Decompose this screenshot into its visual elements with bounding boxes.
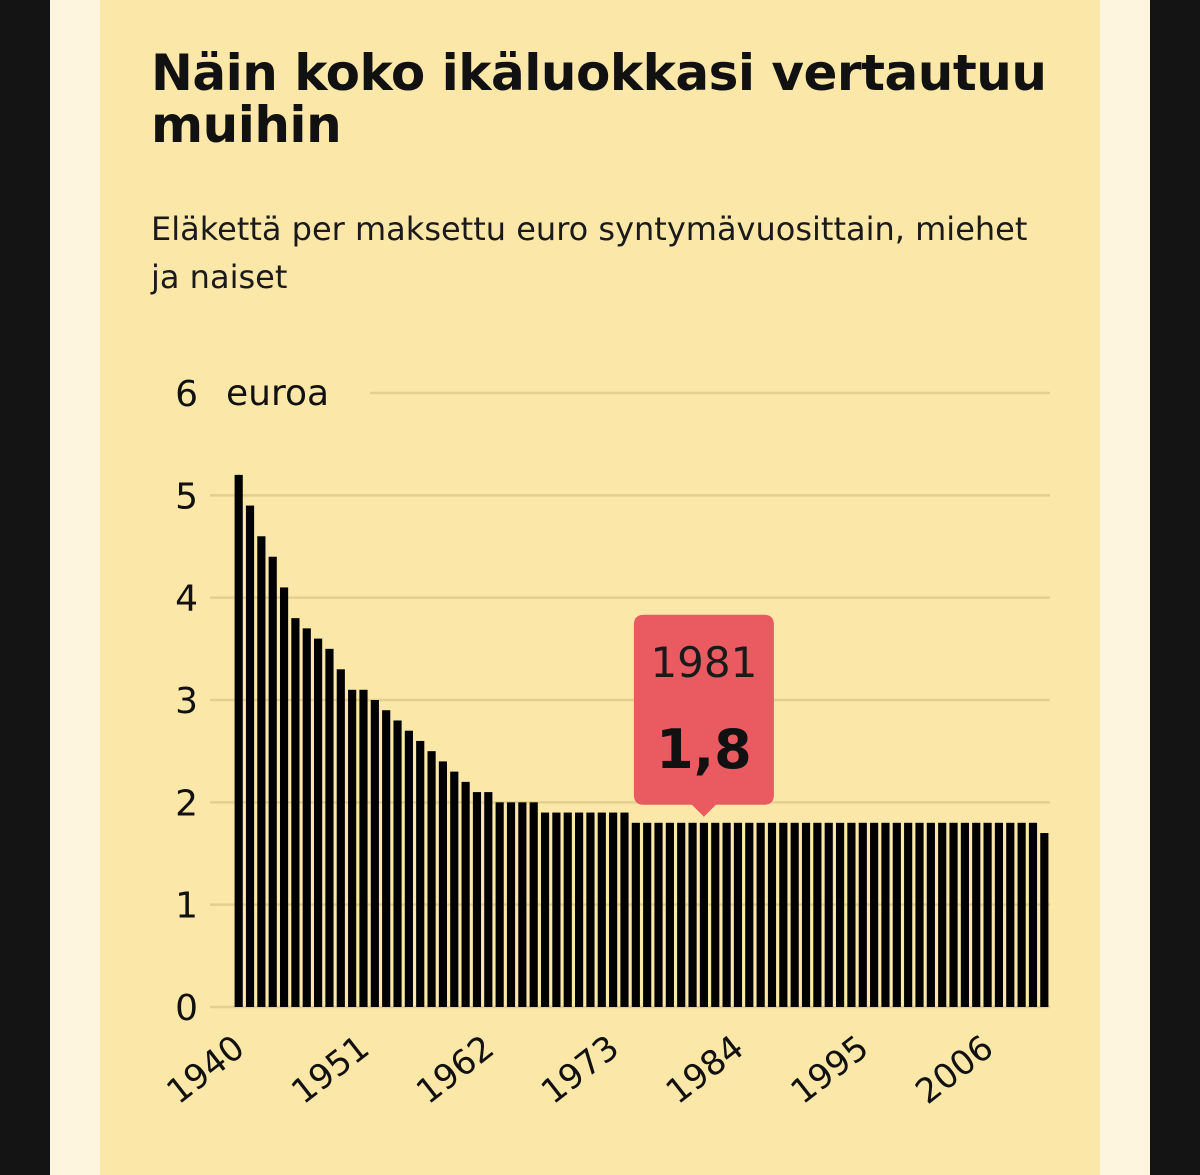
chart-title: Näin koko ikäluokkasi vertautuu muihin <box>151 44 1047 154</box>
bar-1975[interactable] <box>631 822 640 1007</box>
bar-1999[interactable] <box>904 822 913 1007</box>
bar-1940[interactable] <box>234 474 243 1007</box>
bar-1992[interactable] <box>824 822 833 1007</box>
bar-2006[interactable] <box>983 822 992 1007</box>
bar-1984[interactable] <box>733 822 743 1007</box>
bar-1961[interactable] <box>472 792 482 1007</box>
y-tick-label: 3 <box>175 681 198 722</box>
bar-1965[interactable] <box>518 802 527 1007</box>
bar-1943[interactable] <box>268 556 277 1007</box>
bar-1944[interactable] <box>279 587 289 1007</box>
bar-2007[interactable] <box>994 822 1004 1007</box>
bar-2009[interactable] <box>1017 822 1026 1007</box>
bar-1974[interactable] <box>620 812 629 1007</box>
bar-1969[interactable] <box>563 812 572 1007</box>
bar-1998[interactable] <box>892 822 901 1007</box>
gridlines <box>210 391 1050 1009</box>
bar-1983[interactable] <box>722 822 731 1007</box>
bar-1971[interactable] <box>586 812 595 1007</box>
bar-1988[interactable] <box>779 822 788 1007</box>
y-tick-label: 6 <box>175 374 198 415</box>
bars <box>234 474 1049 1007</box>
bar-1979[interactable] <box>677 822 686 1007</box>
bar-1950[interactable] <box>348 689 357 1007</box>
bar-2004[interactable] <box>960 822 969 1007</box>
bar-1947[interactable] <box>314 638 323 1007</box>
x-tick-label: 1995 <box>783 1028 876 1113</box>
y-tick-label: 4 <box>175 579 198 620</box>
x-tick-label: 1940 <box>159 1028 252 1113</box>
bar-1989[interactable] <box>790 822 799 1007</box>
bar-1960[interactable] <box>461 781 470 1007</box>
bar-1993[interactable] <box>835 822 845 1007</box>
bar-1953[interactable] <box>382 710 391 1007</box>
bar-2000[interactable] <box>915 822 924 1007</box>
bar-2003[interactable] <box>949 822 958 1007</box>
bar-1957[interactable] <box>427 751 436 1007</box>
x-tick-label: 1962 <box>409 1028 502 1113</box>
bar-2008[interactable] <box>1006 822 1015 1007</box>
bar-1955[interactable] <box>404 730 413 1007</box>
bar-1962[interactable] <box>484 792 493 1007</box>
bar-1995[interactable] <box>858 822 867 1007</box>
bar-1956[interactable] <box>416 740 425 1007</box>
tooltip-year: 1981 <box>650 638 757 687</box>
bar-1987[interactable] <box>767 822 777 1007</box>
bar-1942[interactable] <box>257 536 266 1007</box>
x-tick-label: 1984 <box>659 1028 752 1113</box>
bar-1994[interactable] <box>847 822 856 1007</box>
tooltip-value: 1,8 <box>656 718 752 781</box>
bar-1964[interactable] <box>506 802 516 1007</box>
bar-1959[interactable] <box>450 771 459 1007</box>
y-tick-label: 1 <box>175 886 198 927</box>
bar-1952[interactable] <box>370 700 379 1007</box>
tooltip-box <box>633 614 774 817</box>
x-tick-label: 1951 <box>284 1028 377 1113</box>
bar-1945[interactable] <box>291 618 300 1007</box>
x-axis-ticks: 1940 1951 1962 1973 1984 1995 2006 <box>159 1028 1001 1113</box>
bar-1968[interactable] <box>552 812 561 1007</box>
y-axis-unit-label: euroa <box>226 373 329 414</box>
bar-2011[interactable] <box>1040 833 1049 1007</box>
bar-1948[interactable] <box>325 648 334 1007</box>
bar-1954[interactable] <box>393 720 402 1007</box>
tooltip: 1981 1,8 <box>633 614 774 817</box>
bar-1982[interactable] <box>711 822 720 1007</box>
y-tick-label: 5 <box>175 476 198 517</box>
bar-1951[interactable] <box>359 689 368 1007</box>
bar-1973[interactable] <box>609 812 618 1007</box>
bar-2002[interactable] <box>938 822 947 1007</box>
bar-1986[interactable] <box>756 822 765 1007</box>
bar-1970[interactable] <box>575 812 584 1007</box>
bar-1967[interactable] <box>540 812 550 1007</box>
bar-2005[interactable] <box>972 822 981 1007</box>
y-tick-label: 0 <box>175 988 198 1029</box>
bar-1976[interactable] <box>643 822 652 1007</box>
bar-1978[interactable] <box>665 822 674 1007</box>
bar-2001[interactable] <box>926 822 935 1007</box>
chart-subtitle: Eläkettä per maksettu euro syntymävuosit… <box>151 210 1028 296</box>
bar-1946[interactable] <box>302 628 311 1007</box>
bar-1980[interactable] <box>688 822 697 1007</box>
bar-2010[interactable] <box>1028 822 1038 1007</box>
bar-1981[interactable] <box>699 822 708 1007</box>
y-axis-ticks: 0 1 2 3 4 5 6 <box>175 374 198 1029</box>
bar-1949[interactable] <box>336 669 345 1007</box>
bar-1996[interactable] <box>870 822 879 1007</box>
y-tick-label: 2 <box>175 783 198 824</box>
bar-1966[interactable] <box>529 802 538 1007</box>
x-tick-label: 1973 <box>534 1028 627 1113</box>
bar-1991[interactable] <box>813 822 822 1007</box>
bar-1958[interactable] <box>438 761 448 1007</box>
bar-1997[interactable] <box>881 822 890 1007</box>
bar-1977[interactable] <box>654 822 663 1007</box>
bar-1941[interactable] <box>245 505 255 1007</box>
x-tick-label: 2006 <box>908 1028 1001 1113</box>
bar-1990[interactable] <box>801 822 811 1007</box>
bar-1972[interactable] <box>597 812 606 1007</box>
bar-1963[interactable] <box>495 802 504 1007</box>
bar-1985[interactable] <box>745 822 754 1007</box>
